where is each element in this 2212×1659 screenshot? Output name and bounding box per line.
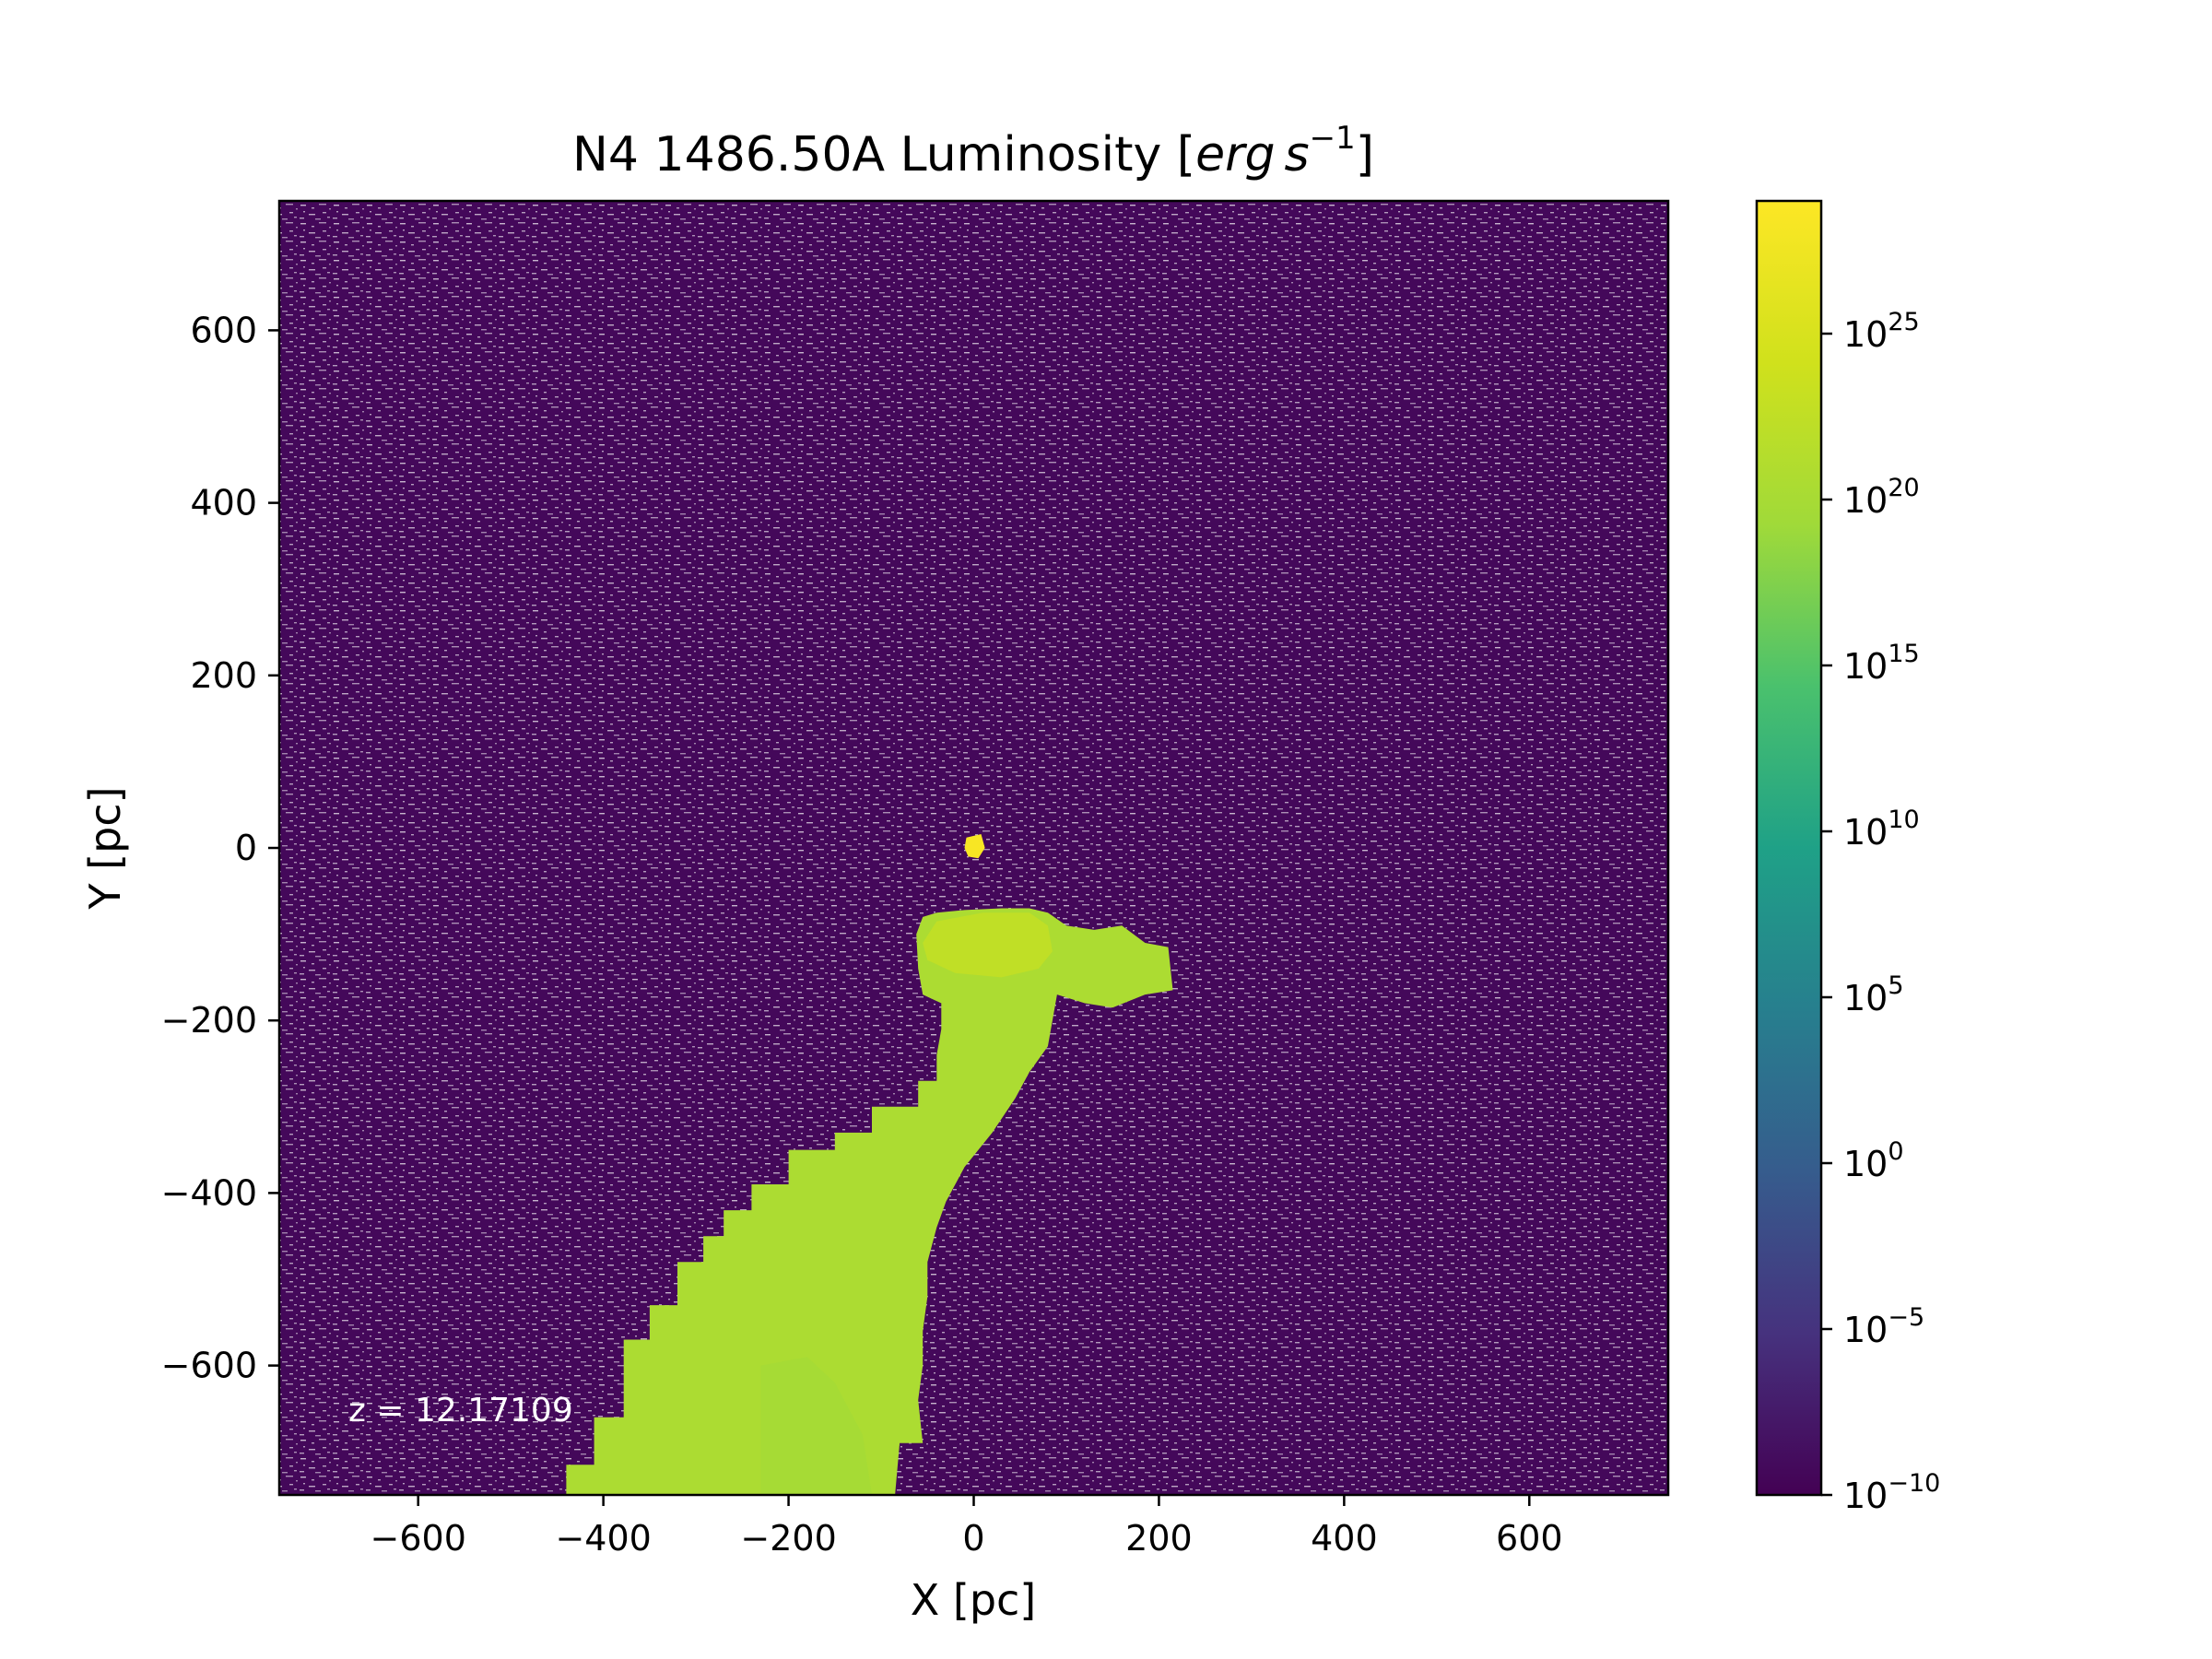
region-tail-tint xyxy=(760,1357,872,1495)
region-core xyxy=(964,834,985,859)
region-head-highlight xyxy=(923,912,1053,978)
y-axis: −600 −400 −200 0 200 400 600 xyxy=(161,310,279,1386)
colorbar-gradient xyxy=(1755,199,1823,1497)
colorbar-tick-label: 100 xyxy=(1843,1137,1904,1184)
emission-regions xyxy=(566,834,1173,1495)
x-axis-label: X [pc] xyxy=(911,1575,1037,1625)
chart-title: N4 1486.50A Luminosity [erg s−1] xyxy=(572,120,1374,182)
y-tick-label: 400 xyxy=(190,483,257,524)
colorbar-tick-label: 1010 xyxy=(1843,806,1920,853)
x-tick-label: −600 xyxy=(371,1518,466,1559)
y-tick-label: 200 xyxy=(190,655,257,696)
x-tick-label: 200 xyxy=(1125,1518,1193,1559)
x-tick-label: 400 xyxy=(1311,1518,1378,1559)
x-tick-label: −400 xyxy=(555,1518,651,1559)
y-tick-label: 600 xyxy=(190,310,257,350)
colorbar-tick-label: 1015 xyxy=(1843,640,1920,687)
x-axis: −600 −400 −200 0 200 400 600 xyxy=(371,1495,1563,1559)
region-plume xyxy=(566,908,1173,1495)
plot-area: z = 12.17109 xyxy=(277,199,1670,1497)
y-tick-label: −600 xyxy=(161,1346,257,1386)
colorbar-tick-label: 10−5 xyxy=(1843,1303,1924,1350)
x-tick-label: 0 xyxy=(962,1518,984,1559)
redshift-annotation: z = 12.17109 xyxy=(348,1392,573,1430)
y-axis-label: Y [pc] xyxy=(80,786,130,910)
colorbar-ticks: 10−10 10−5 100 105 1010 1015 1020 1025 xyxy=(1821,308,1940,1516)
colorbar-tick-label: 105 xyxy=(1843,971,1904,1018)
x-tick-label: 600 xyxy=(1496,1518,1563,1559)
colorbar-tick-label: 1020 xyxy=(1843,474,1920,521)
colorbar-tick-label: 10−10 xyxy=(1843,1469,1940,1516)
y-tick-label: −400 xyxy=(161,1172,257,1213)
colorbar-tick-label: 1025 xyxy=(1843,308,1920,355)
colorbar: 10−10 10−5 100 105 1010 1015 1020 1025 xyxy=(1755,199,1940,1516)
x-tick-label: −200 xyxy=(740,1518,836,1559)
y-tick-label: 0 xyxy=(235,828,257,868)
y-tick-label: −200 xyxy=(161,1000,257,1041)
